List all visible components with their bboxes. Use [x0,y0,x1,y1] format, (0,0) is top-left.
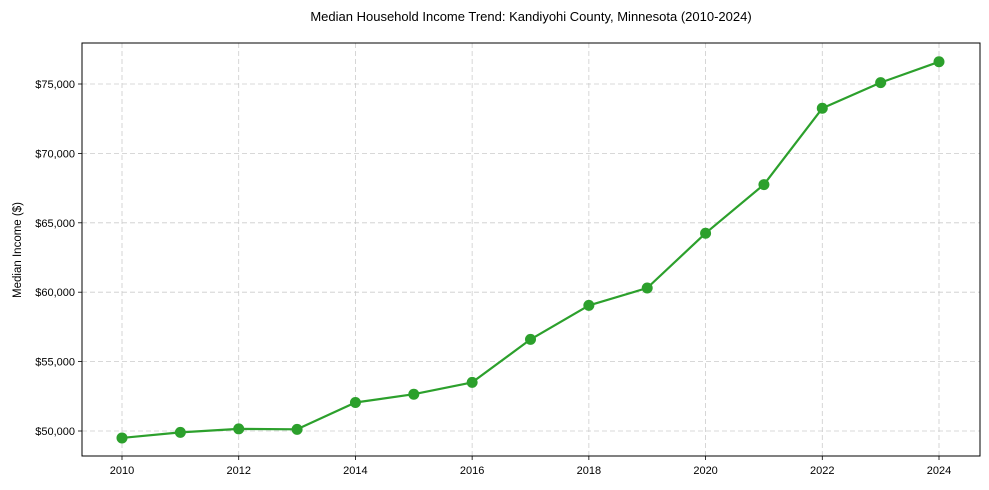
data-point-marker [525,333,536,345]
y-axis-ticks: $50,000 $55,000 $60,000 $65,000 $70,000 $75,0… [35,79,82,438]
y-tick-label: $55,000 [35,357,75,369]
y-tick-label: $70,000 [35,148,75,160]
data-point-marker [816,102,828,114]
data-point-marker [875,77,887,89]
data-point-marker [583,299,595,311]
data-point-marker [174,426,186,438]
y-tick-label: $60,000 [35,287,75,299]
y-tick-label: $75,000 [35,79,75,91]
data-point-marker [233,423,245,435]
data-point-marker [641,282,653,294]
data-point-marker [349,397,361,409]
x-tick-label: 2022 [810,465,834,477]
y-axis-label: Median Income ($) [12,202,24,298]
data-point-marker [408,388,420,400]
data-point-marker [291,423,303,435]
plot-frame [81,42,981,457]
data-point-marker [466,376,478,388]
x-tick-label: 2012 [226,465,250,477]
data-point-marker [700,227,712,239]
series-line [121,60,940,439]
y-tick-label: $50,000 [35,426,75,438]
x-tick-label: 2020 [693,465,717,477]
chart-title: Median Household Income Trend: Kandiyohi… [310,9,751,24]
grid-lines [82,43,980,456]
x-axis-ticks: 2010 2012 2014 2016 2018 2020 2022 2024 [110,456,951,477]
data-point-marker [933,56,945,68]
data-point-marker [758,179,770,191]
x-tick-label: 2024 [927,465,951,477]
x-tick-label: 2014 [343,465,367,477]
data-point-marker [116,432,128,444]
x-tick-label: 2018 [577,465,601,477]
income-series [116,56,945,444]
y-tick-label: $65,000 [35,218,75,230]
x-tick-label: 2016 [460,465,484,477]
x-tick-label: 2010 [110,465,134,477]
